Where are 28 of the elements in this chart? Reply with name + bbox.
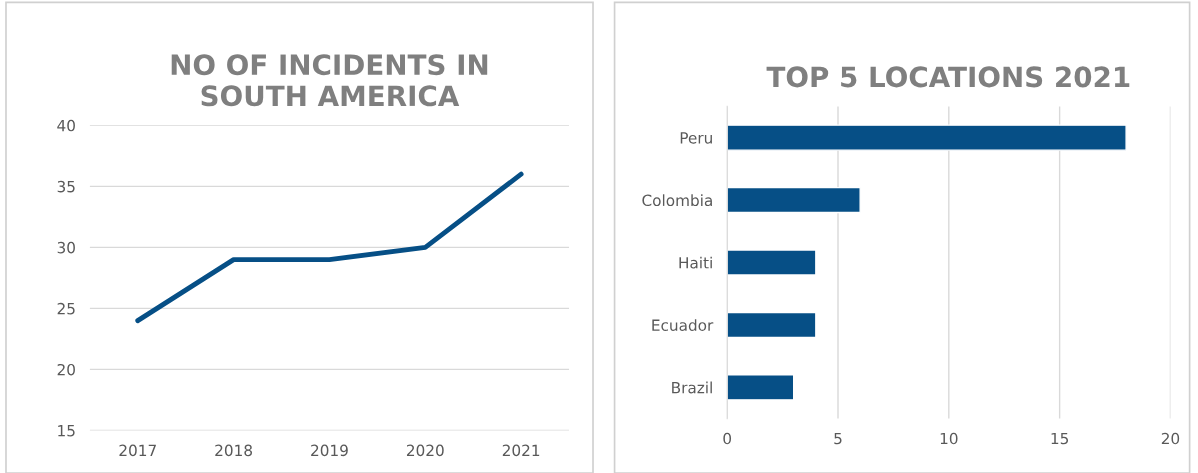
- x-tick-label: 2017: [119, 444, 156, 457]
- y-tick-label: Colombia: [642, 194, 712, 207]
- y-tick-label: Brazil: [672, 381, 712, 394]
- line-series: [135, 171, 524, 324]
- y-tick-label: 20: [57, 363, 75, 376]
- y-tick-label: 35: [57, 180, 75, 193]
- x-tick-label: 15: [1051, 432, 1069, 445]
- y-tick-label: 30: [57, 241, 75, 254]
- x-tick-label: 10: [940, 432, 958, 445]
- x-tick-label: 2018: [215, 444, 252, 457]
- y-tick-label: 40: [57, 119, 75, 132]
- bar: [727, 124, 1127, 151]
- x-tick-label: 2021: [502, 444, 540, 457]
- bar: [727, 311, 817, 339]
- x-tick-label: 20: [1161, 432, 1180, 445]
- y-tick-label: Ecuador: [652, 319, 714, 331]
- x-tick-label: 2020: [406, 444, 444, 457]
- chart-title: NO OF INCIDENTS IN SOUTH AMERICA: [171, 54, 488, 107]
- x-tick-label: 2019: [311, 444, 348, 457]
- y-tick-label: Haiti: [679, 256, 712, 269]
- y-tick-label: 25: [57, 302, 75, 315]
- bar: [727, 186, 861, 214]
- x-tick-label: 5: [834, 432, 842, 445]
- bar: [727, 374, 795, 401]
- x-tick-label: 0: [723, 432, 732, 445]
- bar: [727, 249, 817, 276]
- y-tick-label: Peru: [680, 132, 712, 144]
- chart-title: TOP 5 LOCATIONS 2021: [766, 66, 1130, 88]
